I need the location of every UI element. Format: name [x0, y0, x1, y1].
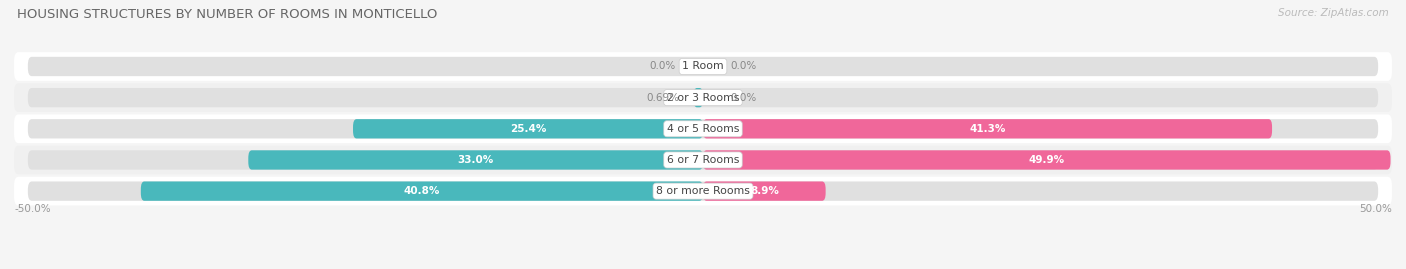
Text: Source: ZipAtlas.com: Source: ZipAtlas.com	[1278, 8, 1389, 18]
Text: 2 or 3 Rooms: 2 or 3 Rooms	[666, 93, 740, 103]
Text: 25.4%: 25.4%	[510, 124, 546, 134]
Text: 33.0%: 33.0%	[457, 155, 494, 165]
FancyBboxPatch shape	[14, 52, 1392, 81]
Text: 50.0%: 50.0%	[1360, 204, 1392, 214]
FancyBboxPatch shape	[14, 146, 1392, 174]
FancyBboxPatch shape	[28, 57, 1378, 76]
Text: 8 or more Rooms: 8 or more Rooms	[657, 186, 749, 196]
FancyBboxPatch shape	[14, 83, 1392, 112]
Text: 0.69%: 0.69%	[647, 93, 679, 103]
FancyBboxPatch shape	[703, 182, 825, 201]
Text: 6 or 7 Rooms: 6 or 7 Rooms	[666, 155, 740, 165]
Text: 0.0%: 0.0%	[731, 93, 756, 103]
Text: 41.3%: 41.3%	[969, 124, 1005, 134]
Text: 49.9%: 49.9%	[1029, 155, 1064, 165]
Text: 4 or 5 Rooms: 4 or 5 Rooms	[666, 124, 740, 134]
FancyBboxPatch shape	[28, 119, 1378, 139]
FancyBboxPatch shape	[703, 119, 1272, 139]
FancyBboxPatch shape	[703, 150, 1391, 170]
FancyBboxPatch shape	[14, 115, 1392, 143]
FancyBboxPatch shape	[141, 182, 703, 201]
Text: 0.0%: 0.0%	[650, 62, 675, 72]
FancyBboxPatch shape	[353, 119, 703, 139]
FancyBboxPatch shape	[28, 150, 1378, 170]
FancyBboxPatch shape	[28, 88, 1378, 107]
FancyBboxPatch shape	[14, 177, 1392, 206]
Text: 8.9%: 8.9%	[749, 186, 779, 196]
FancyBboxPatch shape	[693, 88, 703, 107]
Text: HOUSING STRUCTURES BY NUMBER OF ROOMS IN MONTICELLO: HOUSING STRUCTURES BY NUMBER OF ROOMS IN…	[17, 8, 437, 21]
Text: 1 Room: 1 Room	[682, 62, 724, 72]
FancyBboxPatch shape	[249, 150, 703, 170]
Text: -50.0%: -50.0%	[14, 204, 51, 214]
Text: 0.0%: 0.0%	[731, 62, 756, 72]
Text: 40.8%: 40.8%	[404, 186, 440, 196]
FancyBboxPatch shape	[28, 182, 1378, 201]
